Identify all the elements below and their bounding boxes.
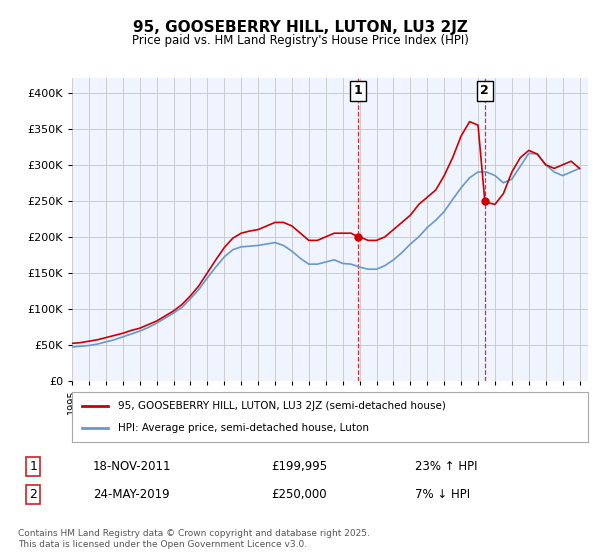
Text: 7% ↓ HPI: 7% ↓ HPI [415, 488, 470, 501]
Text: 2: 2 [29, 488, 37, 501]
Text: 1: 1 [353, 85, 362, 97]
Text: 95, GOOSEBERRY HILL, LUTON, LU3 2JZ: 95, GOOSEBERRY HILL, LUTON, LU3 2JZ [133, 20, 467, 35]
Text: 1: 1 [29, 460, 37, 473]
Text: £199,995: £199,995 [271, 460, 328, 473]
Text: 95, GOOSEBERRY HILL, LUTON, LU3 2JZ (semi-detached house): 95, GOOSEBERRY HILL, LUTON, LU3 2JZ (sem… [118, 401, 446, 411]
Text: 2: 2 [481, 85, 489, 97]
Text: 23% ↑ HPI: 23% ↑ HPI [415, 460, 478, 473]
Text: Price paid vs. HM Land Registry's House Price Index (HPI): Price paid vs. HM Land Registry's House … [131, 34, 469, 46]
Text: HPI: Average price, semi-detached house, Luton: HPI: Average price, semi-detached house,… [118, 423, 370, 433]
Text: 18-NOV-2011: 18-NOV-2011 [92, 460, 171, 473]
Text: Contains HM Land Registry data © Crown copyright and database right 2025.
This d: Contains HM Land Registry data © Crown c… [18, 529, 370, 549]
Text: £250,000: £250,000 [271, 488, 327, 501]
Text: 24-MAY-2019: 24-MAY-2019 [92, 488, 169, 501]
